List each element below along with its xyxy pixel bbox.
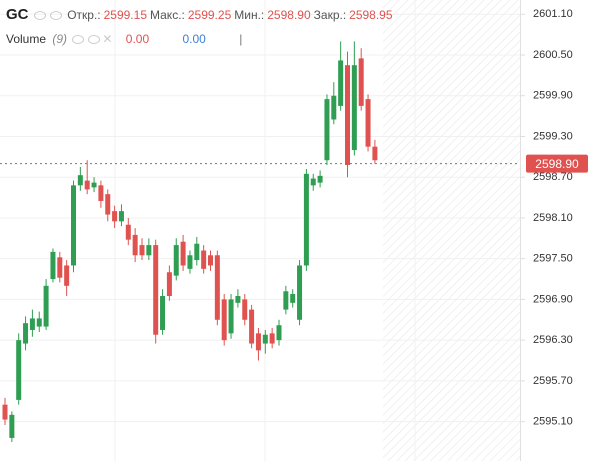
candle-body — [118, 211, 124, 222]
ohlc-label: Мин.: — [234, 8, 265, 22]
candle-body — [57, 257, 63, 278]
y-tick-label: 2596.90 — [533, 293, 573, 305]
last-price-box — [526, 154, 588, 173]
candle-body — [372, 146, 378, 161]
candle-body — [50, 251, 56, 280]
candle-body — [132, 234, 138, 256]
candle-body — [221, 299, 227, 341]
ohlc-label: Макс.: — [150, 8, 185, 22]
candle-body — [228, 299, 234, 334]
y-tick-label: 2599.90 — [533, 90, 573, 102]
candle-body — [64, 265, 70, 286]
candle-body — [153, 245, 159, 335]
settings-icon[interactable] — [88, 35, 101, 45]
candle-body — [77, 175, 83, 186]
candle-body — [331, 95, 337, 120]
candle-body — [365, 99, 371, 147]
candle-body — [276, 325, 282, 341]
candle-body — [91, 182, 97, 188]
candle-body — [297, 265, 303, 320]
y-tick-label: 2600.50 — [533, 49, 573, 61]
y-tick-label: 2599.30 — [533, 130, 573, 142]
y-tick-label: 2597.50 — [533, 253, 573, 265]
legend-ohlc: GC Откр.: 2599.15 Макс.: 2599.25 Мин.: 2598.9… — [6, 6, 399, 23]
candle-body — [201, 250, 207, 269]
y-tick-label: 2601.10 — [533, 8, 573, 20]
candle-body — [262, 334, 268, 344]
candle-body — [180, 241, 186, 266]
candle-body — [358, 58, 364, 106]
last-price-label: 2598.90 — [535, 157, 579, 171]
candle-body — [166, 272, 172, 297]
candle-body — [9, 414, 15, 438]
candle-body — [105, 194, 111, 215]
candle-body — [235, 296, 241, 303]
ohlc-label: Откр.: — [67, 8, 101, 22]
ohlc-label: Закр.: — [313, 8, 347, 22]
candle-body — [139, 245, 145, 256]
candle-body — [2, 404, 8, 420]
y-tick-label: 2595.70 — [533, 375, 573, 387]
candle-body — [310, 178, 316, 186]
candle-body — [16, 340, 22, 400]
volume-value: 0.00 — [182, 32, 206, 46]
candle-body — [43, 285, 49, 327]
settings-icon[interactable] — [49, 11, 62, 21]
candle-body — [23, 323, 29, 344]
candle-body — [71, 185, 76, 266]
separator: | — [239, 32, 243, 46]
volume-name: Volume — [6, 32, 47, 46]
candle-body — [29, 318, 35, 330]
candle-body — [112, 211, 118, 222]
candle-body — [173, 245, 179, 276]
y-tick-label: 2595.10 — [533, 416, 573, 428]
candle-body — [160, 296, 166, 330]
eye-icon[interactable] — [33, 11, 46, 21]
candle-body — [317, 175, 323, 183]
y-tick-label: 2598.70 — [533, 171, 573, 183]
candle-body — [187, 255, 193, 269]
y-tick-label: 2596.30 — [533, 334, 573, 346]
candle-body — [125, 224, 131, 240]
future-area — [383, 0, 520, 461]
candle-body — [255, 333, 261, 351]
candle-body — [249, 309, 255, 344]
candle-body — [303, 173, 309, 266]
candle-body — [84, 180, 90, 190]
candle-body — [146, 245, 152, 256]
y-tick-label: 2598.10 — [533, 212, 573, 224]
candle-body — [208, 255, 213, 266]
candle-body — [36, 318, 42, 327]
candle-body — [242, 299, 248, 320]
candle-body — [283, 291, 289, 310]
eye-icon[interactable] — [72, 35, 85, 45]
ohlc-value: 2599.15 — [103, 8, 147, 22]
candle-body — [194, 243, 200, 261]
volume-param: (9) — [52, 32, 68, 46]
candle-body — [345, 65, 350, 165]
candle-body — [338, 60, 344, 106]
candle-body — [324, 99, 330, 161]
symbol: GC — [6, 6, 29, 23]
ohlc-value: 2598.95 — [349, 8, 393, 22]
legend-volume: Volume (9) ✕ 0.00 0.00 | — [6, 32, 243, 46]
candle-body — [351, 65, 357, 151]
candle-body — [214, 255, 220, 320]
ohlc-value: 2598.90 — [267, 8, 311, 22]
candle-body — [290, 293, 296, 303]
candle-body — [98, 185, 104, 201]
volume-value: 0.00 — [125, 32, 150, 46]
ohlc-value: 2599.25 — [187, 8, 232, 22]
candle-body — [269, 333, 275, 344]
